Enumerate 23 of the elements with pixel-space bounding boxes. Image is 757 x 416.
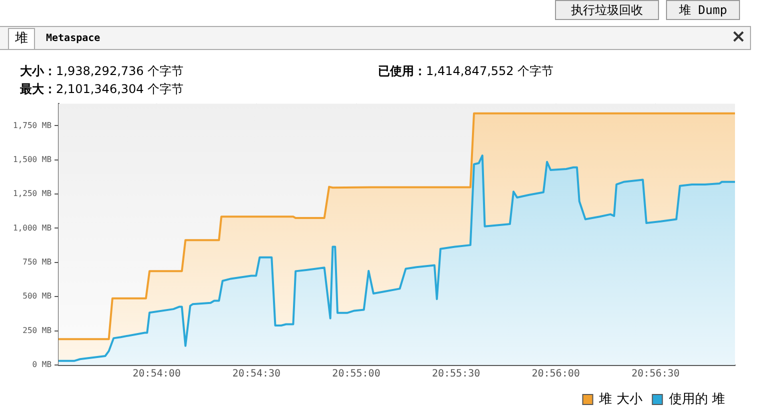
legend-label: 使用的 堆 — [668, 392, 726, 407]
y-tick-label: 750 MB — [22, 258, 52, 267]
text: 堆 — [8, 28, 35, 49]
y-tick-label: 1,000 MB — [13, 223, 52, 232]
x-tick-label: 20:56:00 — [532, 368, 580, 380]
y-tick-label: 250 MB — [22, 326, 52, 335]
x-tick-label: 20:54:00 — [132, 368, 181, 380]
y-tick-label: 1,250 MB — [13, 189, 52, 198]
y-tick-label: 500 MB — [22, 292, 52, 301]
y-tick-label: 1,500 MB — [13, 154, 52, 164]
text: 执行垃圾回收 — [555, 0, 659, 20]
legend-label: 堆 大小 — [598, 392, 642, 407]
text: 已使用：1,414,847,552 个字节 — [378, 63, 554, 80]
x-tick-label: 20:54:30 — [232, 368, 281, 380]
text: 最大：2,101,346,304 个字节 — [20, 81, 184, 98]
text: Metaspace — [45, 32, 102, 46]
x-tick-label: 20:55:00 — [332, 368, 380, 380]
y-tick-label: 0 MB — [32, 360, 52, 370]
text: 堆 Dump — [666, 0, 740, 20]
y-tick-label: 1,750 MB — [13, 120, 52, 130]
x-tick-label: 20:56:30 — [632, 368, 680, 380]
x-tick-label: 20:55:30 — [432, 368, 480, 380]
text: 大小：1,938,292,736 个字节 — [20, 63, 184, 80]
